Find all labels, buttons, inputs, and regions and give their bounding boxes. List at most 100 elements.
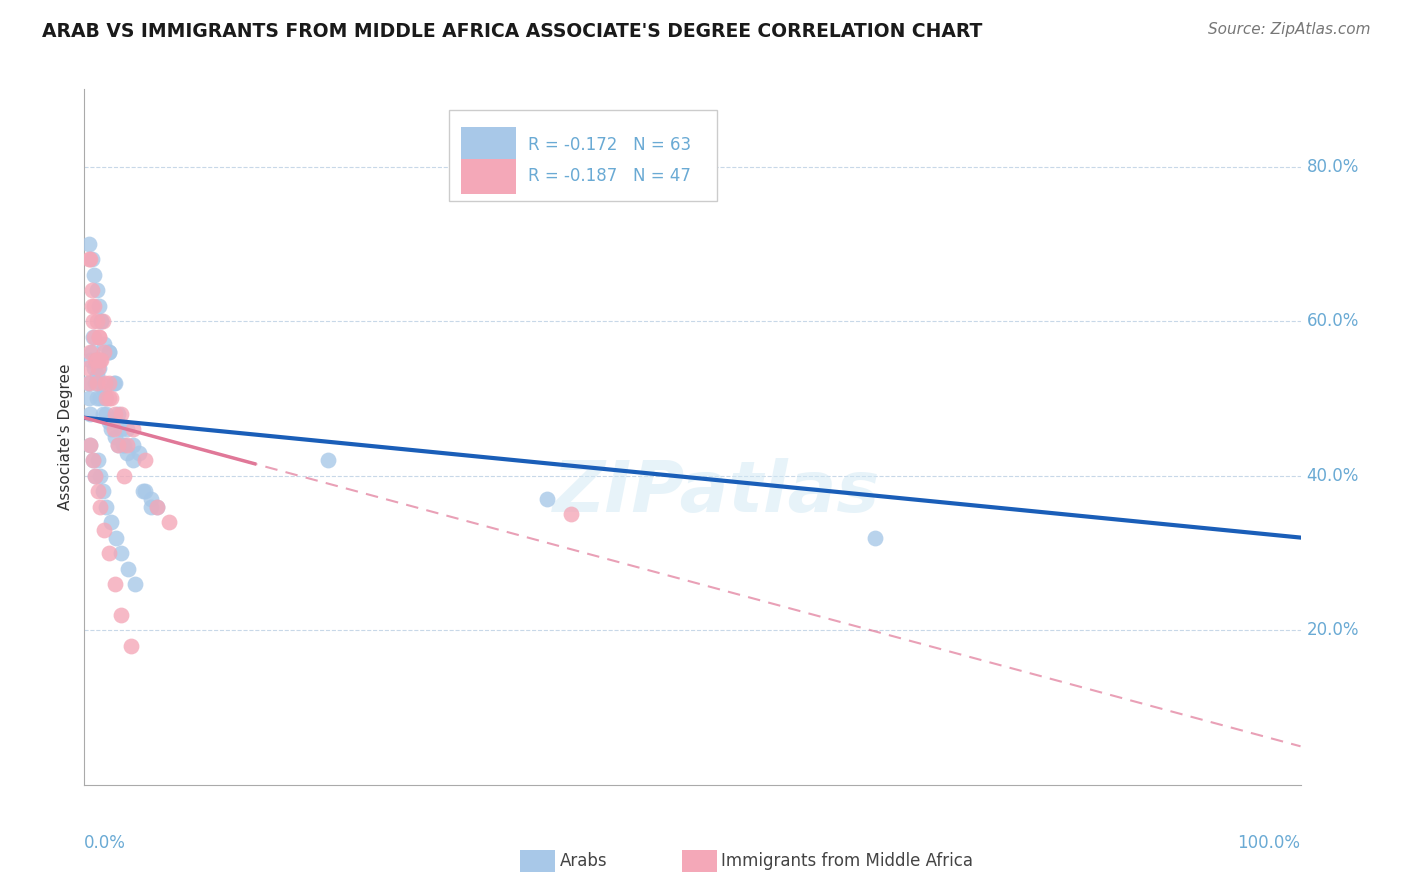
- Point: [93, 345, 115, 359]
- Point: [112, 438, 135, 452]
- Point: [83, 360, 105, 375]
- Point: [80, 345, 103, 359]
- Point: [82, 329, 104, 343]
- Point: [96, 500, 118, 514]
- Point: [146, 500, 169, 514]
- Point: [97, 376, 120, 390]
- Point: [97, 415, 120, 429]
- Point: [86, 314, 108, 328]
- Text: 100.0%: 100.0%: [1237, 834, 1301, 852]
- Text: R = -0.187   N = 47: R = -0.187 N = 47: [529, 167, 692, 186]
- Point: [84, 352, 107, 367]
- Point: [93, 384, 115, 398]
- Point: [84, 468, 107, 483]
- Point: [87, 360, 110, 375]
- Point: [97, 345, 120, 359]
- Point: [104, 376, 127, 390]
- Point: [117, 561, 139, 575]
- Point: [79, 352, 101, 367]
- Point: [134, 453, 156, 467]
- Point: [132, 484, 155, 499]
- Point: [77, 252, 100, 267]
- Text: Arabs: Arabs: [560, 852, 607, 870]
- Point: [97, 392, 120, 406]
- Point: [91, 407, 114, 421]
- Point: [80, 283, 103, 297]
- Point: [89, 352, 111, 367]
- Point: [107, 407, 129, 421]
- Point: [107, 438, 129, 452]
- Point: [86, 392, 108, 406]
- Point: [82, 453, 104, 467]
- Point: [122, 453, 145, 467]
- Text: Immigrants from Middle Africa: Immigrants from Middle Africa: [721, 852, 973, 870]
- Point: [100, 392, 122, 406]
- Text: 40.0%: 40.0%: [1306, 467, 1360, 484]
- Point: [79, 407, 101, 421]
- Point: [104, 407, 127, 421]
- Point: [115, 438, 138, 452]
- Point: [107, 438, 129, 452]
- Point: [146, 500, 169, 514]
- Point: [97, 546, 120, 560]
- Bar: [461, 128, 516, 162]
- Point: [94, 392, 117, 406]
- Point: [114, 468, 136, 483]
- Point: [96, 392, 118, 406]
- Point: [87, 360, 110, 375]
- Point: [89, 392, 111, 406]
- Text: R = -0.172   N = 63: R = -0.172 N = 63: [529, 136, 692, 153]
- Point: [104, 430, 127, 444]
- Point: [91, 484, 114, 499]
- Text: ARAB VS IMMIGRANTS FROM MIDDLE AFRICA ASSOCIATE'S DEGREE CORRELATION CHART: ARAB VS IMMIGRANTS FROM MIDDLE AFRICA AS…: [42, 22, 983, 41]
- Bar: [461, 159, 516, 194]
- Point: [79, 438, 101, 452]
- Point: [79, 438, 101, 452]
- Point: [124, 577, 146, 591]
- Bar: [450, 110, 717, 201]
- Point: [86, 283, 108, 297]
- Point: [97, 345, 120, 359]
- Point: [141, 500, 163, 514]
- Point: [84, 468, 107, 483]
- Point: [77, 376, 100, 390]
- Point: [122, 438, 145, 452]
- Point: [79, 252, 101, 267]
- Point: [103, 422, 125, 436]
- Point: [316, 453, 339, 467]
- Point: [86, 352, 108, 367]
- Point: [77, 236, 100, 251]
- Point: [79, 345, 101, 359]
- Point: [86, 368, 108, 383]
- Point: [122, 422, 145, 436]
- Text: 80.0%: 80.0%: [1306, 158, 1360, 176]
- Point: [90, 352, 112, 367]
- Point: [114, 438, 136, 452]
- Point: [80, 299, 103, 313]
- Point: [104, 577, 127, 591]
- Point: [80, 252, 103, 267]
- Point: [86, 376, 108, 390]
- Text: 0.0%: 0.0%: [84, 834, 127, 852]
- Point: [134, 484, 156, 499]
- Point: [96, 407, 118, 421]
- Point: [90, 376, 112, 390]
- Point: [110, 422, 132, 436]
- Point: [87, 453, 110, 467]
- Text: 60.0%: 60.0%: [1306, 312, 1360, 330]
- Point: [93, 337, 115, 351]
- Point: [103, 376, 125, 390]
- Point: [83, 299, 105, 313]
- Point: [87, 329, 110, 343]
- Point: [84, 376, 107, 390]
- Point: [94, 376, 117, 390]
- Point: [77, 392, 100, 406]
- Point: [141, 491, 163, 506]
- Y-axis label: Associate's Degree: Associate's Degree: [58, 364, 73, 510]
- Point: [100, 515, 122, 529]
- Point: [110, 546, 132, 560]
- Point: [863, 531, 886, 545]
- Point: [77, 360, 100, 375]
- Point: [90, 314, 112, 328]
- Point: [82, 453, 104, 467]
